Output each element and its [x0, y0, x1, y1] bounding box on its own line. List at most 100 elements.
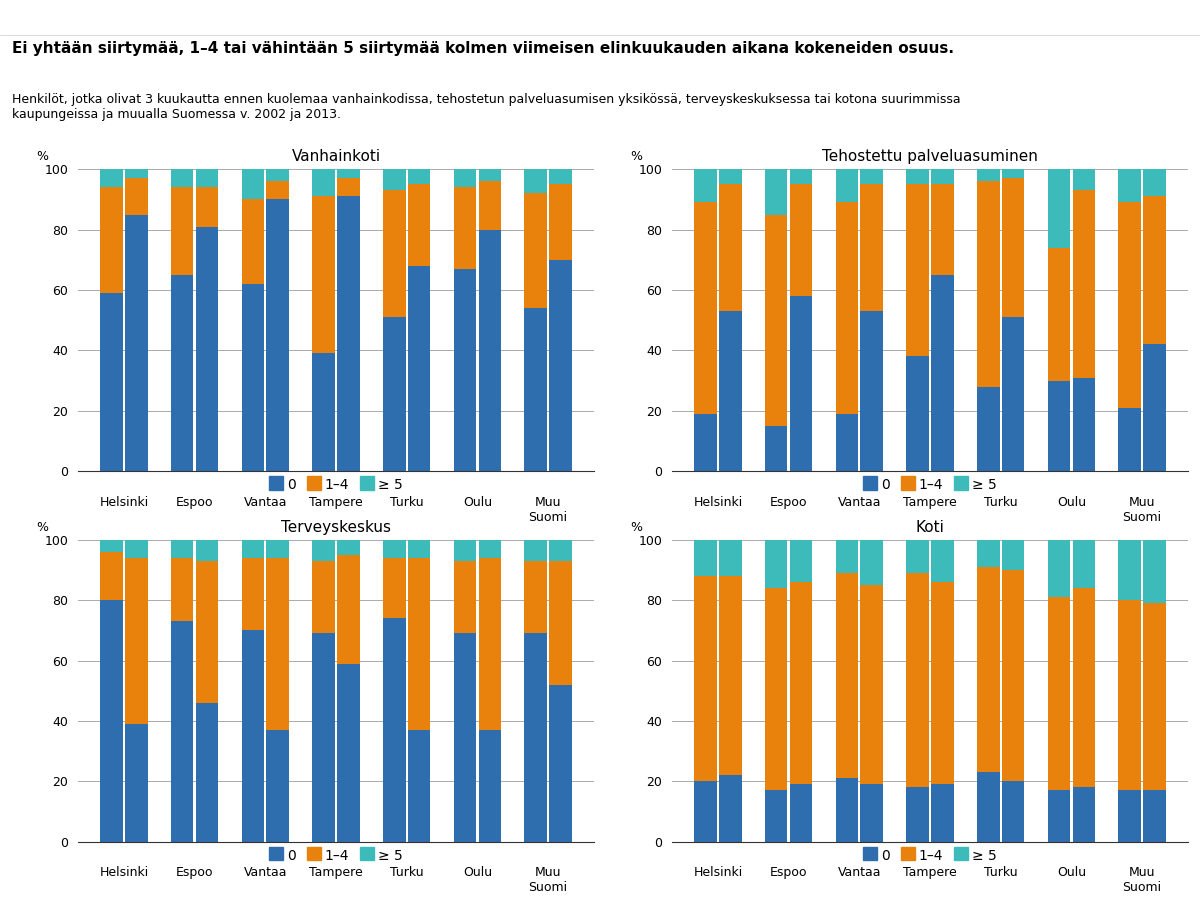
Bar: [100, 600, 122, 842]
Bar: [790, 185, 812, 296]
Bar: [408, 185, 431, 266]
Bar: [454, 269, 476, 471]
Bar: [1144, 344, 1166, 471]
Title: Koti: Koti: [916, 520, 944, 534]
Bar: [196, 703, 218, 842]
Bar: [337, 178, 360, 197]
Y-axis label: %: %: [630, 150, 642, 163]
Bar: [454, 561, 476, 633]
Bar: [241, 169, 264, 199]
Bar: [906, 169, 929, 185]
Bar: [1002, 169, 1025, 178]
Bar: [906, 788, 929, 842]
Bar: [1048, 248, 1070, 381]
Bar: [719, 540, 742, 576]
Bar: [312, 561, 335, 633]
Bar: [931, 169, 954, 185]
Bar: [931, 784, 954, 842]
Bar: [100, 188, 122, 293]
Bar: [835, 573, 858, 779]
Y-axis label: %: %: [630, 521, 642, 533]
Bar: [1144, 603, 1166, 791]
Bar: [524, 633, 547, 842]
Bar: [906, 573, 929, 788]
Bar: [835, 540, 858, 573]
Bar: [977, 567, 1000, 772]
Bar: [241, 540, 264, 558]
Bar: [1048, 381, 1070, 471]
Bar: [408, 266, 431, 471]
Bar: [550, 169, 572, 185]
Bar: [170, 169, 193, 188]
Bar: [337, 540, 360, 554]
Bar: [694, 540, 716, 576]
Bar: [337, 169, 360, 178]
Bar: [694, 202, 716, 414]
Bar: [241, 284, 264, 471]
Bar: [694, 169, 716, 202]
Bar: [125, 215, 148, 471]
Bar: [694, 414, 716, 471]
Bar: [125, 540, 148, 558]
Bar: [479, 540, 502, 558]
Bar: [266, 169, 289, 181]
Bar: [454, 169, 476, 188]
Bar: [1118, 600, 1141, 791]
Bar: [312, 633, 335, 842]
Bar: [1002, 318, 1025, 471]
Legend: 0, 1–4, ≥ 5: 0, 1–4, ≥ 5: [263, 843, 409, 868]
Bar: [835, 414, 858, 471]
Bar: [266, 199, 289, 471]
Legend: 0, 1–4, ≥ 5: 0, 1–4, ≥ 5: [857, 472, 1003, 498]
Bar: [719, 775, 742, 842]
Bar: [479, 230, 502, 471]
Bar: [383, 619, 406, 842]
Bar: [100, 293, 122, 471]
Bar: [383, 318, 406, 471]
Bar: [764, 169, 787, 215]
Bar: [479, 558, 502, 730]
Y-axis label: %: %: [36, 150, 48, 163]
Bar: [337, 197, 360, 471]
Bar: [170, 188, 193, 275]
Bar: [125, 558, 148, 724]
Bar: [1073, 169, 1096, 190]
Bar: [170, 540, 193, 558]
Bar: [408, 730, 431, 842]
Bar: [835, 779, 858, 842]
Bar: [1073, 540, 1096, 588]
Bar: [906, 357, 929, 471]
Bar: [550, 561, 572, 684]
Bar: [383, 169, 406, 190]
Bar: [977, 772, 1000, 842]
Bar: [835, 169, 858, 202]
Bar: [860, 784, 883, 842]
Bar: [100, 540, 122, 552]
Bar: [1073, 190, 1096, 378]
Bar: [196, 540, 218, 561]
Bar: [550, 540, 572, 561]
Bar: [764, 540, 787, 588]
Bar: [860, 311, 883, 471]
Bar: [790, 169, 812, 185]
Bar: [860, 540, 883, 586]
Bar: [312, 353, 335, 471]
Legend: 0, 1–4, ≥ 5: 0, 1–4, ≥ 5: [857, 843, 1003, 868]
Bar: [454, 633, 476, 842]
Bar: [1118, 408, 1141, 471]
Bar: [790, 784, 812, 842]
Bar: [906, 540, 929, 573]
Bar: [100, 169, 122, 188]
Bar: [454, 188, 476, 269]
Bar: [524, 308, 547, 471]
Bar: [1144, 169, 1166, 197]
Bar: [524, 540, 547, 561]
Bar: [1073, 588, 1096, 788]
Bar: [860, 586, 883, 784]
Bar: [1002, 570, 1025, 781]
Bar: [694, 576, 716, 781]
Bar: [170, 275, 193, 471]
Bar: [1144, 540, 1166, 603]
Bar: [454, 540, 476, 561]
Bar: [550, 684, 572, 842]
